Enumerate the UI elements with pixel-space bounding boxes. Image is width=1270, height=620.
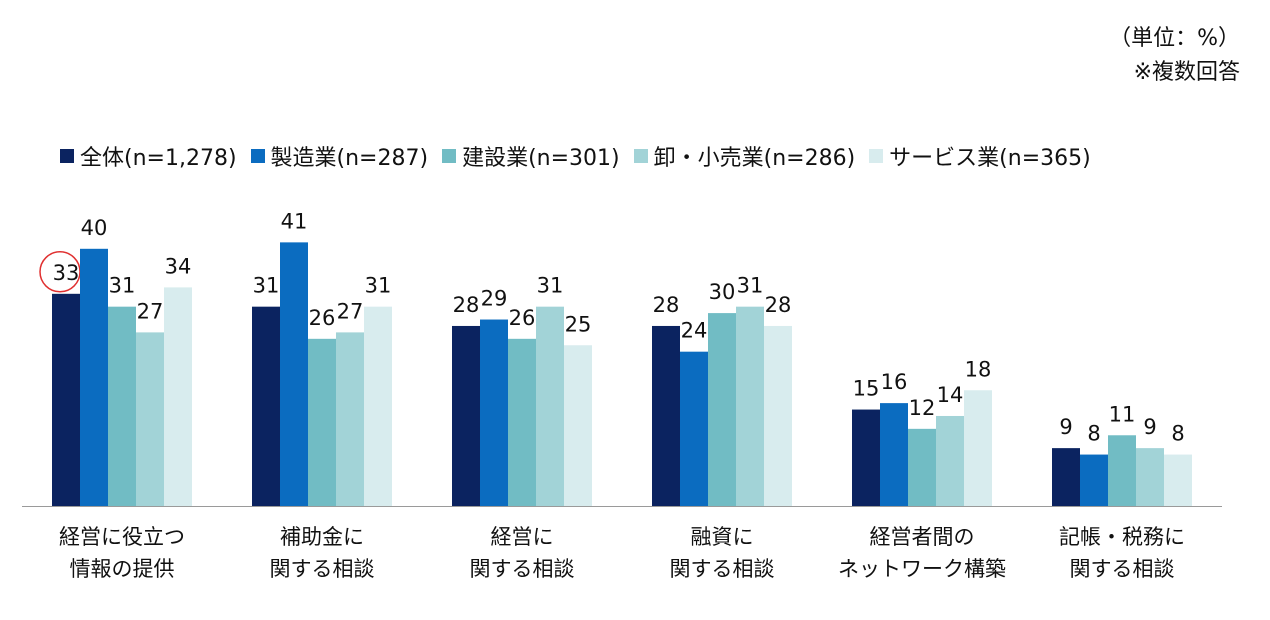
bar (164, 287, 192, 506)
bar (336, 332, 364, 506)
data-label: 33 (53, 261, 80, 285)
bar (280, 242, 308, 506)
data-label: 31 (537, 274, 564, 298)
bar (452, 325, 480, 506)
legend-label: サービス業(n=365) (889, 146, 1091, 171)
data-label: 28 (653, 293, 680, 317)
category-label-line: 補助金に (280, 525, 364, 549)
bar (480, 319, 508, 506)
data-label: 40 (81, 216, 108, 240)
data-label: 18 (965, 357, 992, 381)
data-label: 31 (737, 274, 764, 298)
bar (52, 293, 80, 506)
legend-swatch (442, 149, 457, 163)
bar (508, 338, 536, 506)
data-label: 8 (1171, 422, 1184, 446)
bar (1136, 448, 1164, 506)
legend-item: 製造業(n=287) (250, 140, 429, 172)
data-label: 15 (853, 377, 880, 401)
legend-label: 全体(n=1,278) (80, 146, 237, 171)
data-label: 27 (137, 299, 164, 323)
bar (1052, 448, 1080, 506)
bar (1108, 435, 1136, 506)
legend-item: サービス業(n=365) (869, 140, 1091, 172)
bar (108, 306, 136, 506)
bar (80, 248, 108, 507)
data-label: 11 (1109, 402, 1136, 426)
data-label: 31 (109, 274, 136, 298)
data-label: 41 (281, 209, 308, 233)
bar (1080, 454, 1108, 506)
bar (308, 338, 336, 506)
data-label: 30 (709, 280, 736, 304)
bar (880, 403, 908, 506)
data-label: 12 (909, 396, 936, 420)
category-label: 融資に関する相談 (670, 525, 775, 581)
data-label: 14 (937, 383, 964, 407)
category-label-line: ネットワーク構築 (838, 557, 1006, 581)
unit-note: （単位：%） (1109, 26, 1240, 51)
legend-swatch (250, 149, 265, 163)
category-label-line: 融資に (691, 525, 754, 549)
data-label: 24 (681, 319, 708, 343)
data-label: 29 (481, 287, 508, 311)
bar (908, 428, 936, 506)
data-label: 28 (453, 293, 480, 317)
data-label: 26 (309, 306, 336, 330)
bar (364, 306, 392, 506)
bar (680, 351, 708, 506)
category-label-line: 関する相談 (270, 557, 375, 581)
data-label: 16 (881, 370, 908, 394)
category-label-line: 関する相談 (1070, 557, 1175, 581)
legend-swatch (869, 149, 884, 163)
category-label-line: 関する相談 (670, 557, 775, 581)
bar (736, 306, 764, 506)
bar (964, 390, 992, 506)
category-label-line: 経営に役立つ (59, 525, 185, 549)
category-label: 経営に役立つ情報の提供 (59, 525, 185, 581)
category-label-line: 記帳・税務に (1059, 525, 1185, 549)
legend-item: 建設業(n=301) (442, 140, 620, 172)
bar (936, 415, 964, 506)
category-label: 経営者間のネットワーク構築 (838, 525, 1006, 581)
category-label-line: 経営者間の (870, 525, 975, 549)
category-label-line: 経営に (491, 525, 554, 549)
bar (764, 325, 792, 506)
bar (564, 345, 592, 506)
data-label: 34 (165, 254, 192, 278)
data-label: 8 (1087, 422, 1100, 446)
category-label: 補助金に関する相談 (270, 525, 375, 581)
data-label: 25 (565, 312, 592, 336)
bar (708, 313, 736, 506)
bar (852, 409, 880, 506)
bar (1164, 454, 1192, 506)
bar (652, 325, 680, 506)
legend-label: 製造業(n=287) (270, 146, 429, 171)
legend-item: 全体(n=1,278) (60, 140, 237, 172)
data-label: 31 (365, 274, 392, 298)
legend-label: 卸・小売業(n=286) (653, 146, 856, 171)
category-label-line: 情報の提供 (70, 557, 175, 581)
category-label: 経営に関する相談 (470, 525, 575, 581)
category-label-line: 関する相談 (470, 557, 575, 581)
data-label: 9 (1143, 415, 1156, 439)
data-label: 9 (1059, 415, 1072, 439)
data-label: 26 (509, 306, 536, 330)
multiple-answer-note: ※複数回答 (1133, 60, 1240, 85)
category-label: 記帳・税務に関する相談 (1059, 525, 1185, 581)
data-label: 27 (337, 299, 364, 323)
legend-swatch (633, 149, 648, 163)
legend: 全体(n=1,278) 製造業(n=287) 建設業(n=301) 卸・小売業(n=2… (60, 140, 1105, 172)
bar (536, 306, 564, 506)
legend-swatch (60, 149, 74, 163)
legend-item: 卸・小売業(n=286) (633, 140, 856, 172)
bar (136, 332, 164, 506)
data-label: 28 (765, 293, 792, 317)
data-label: 31 (253, 274, 280, 298)
bar (252, 306, 280, 506)
legend-label: 建設業(n=301) (462, 146, 620, 171)
